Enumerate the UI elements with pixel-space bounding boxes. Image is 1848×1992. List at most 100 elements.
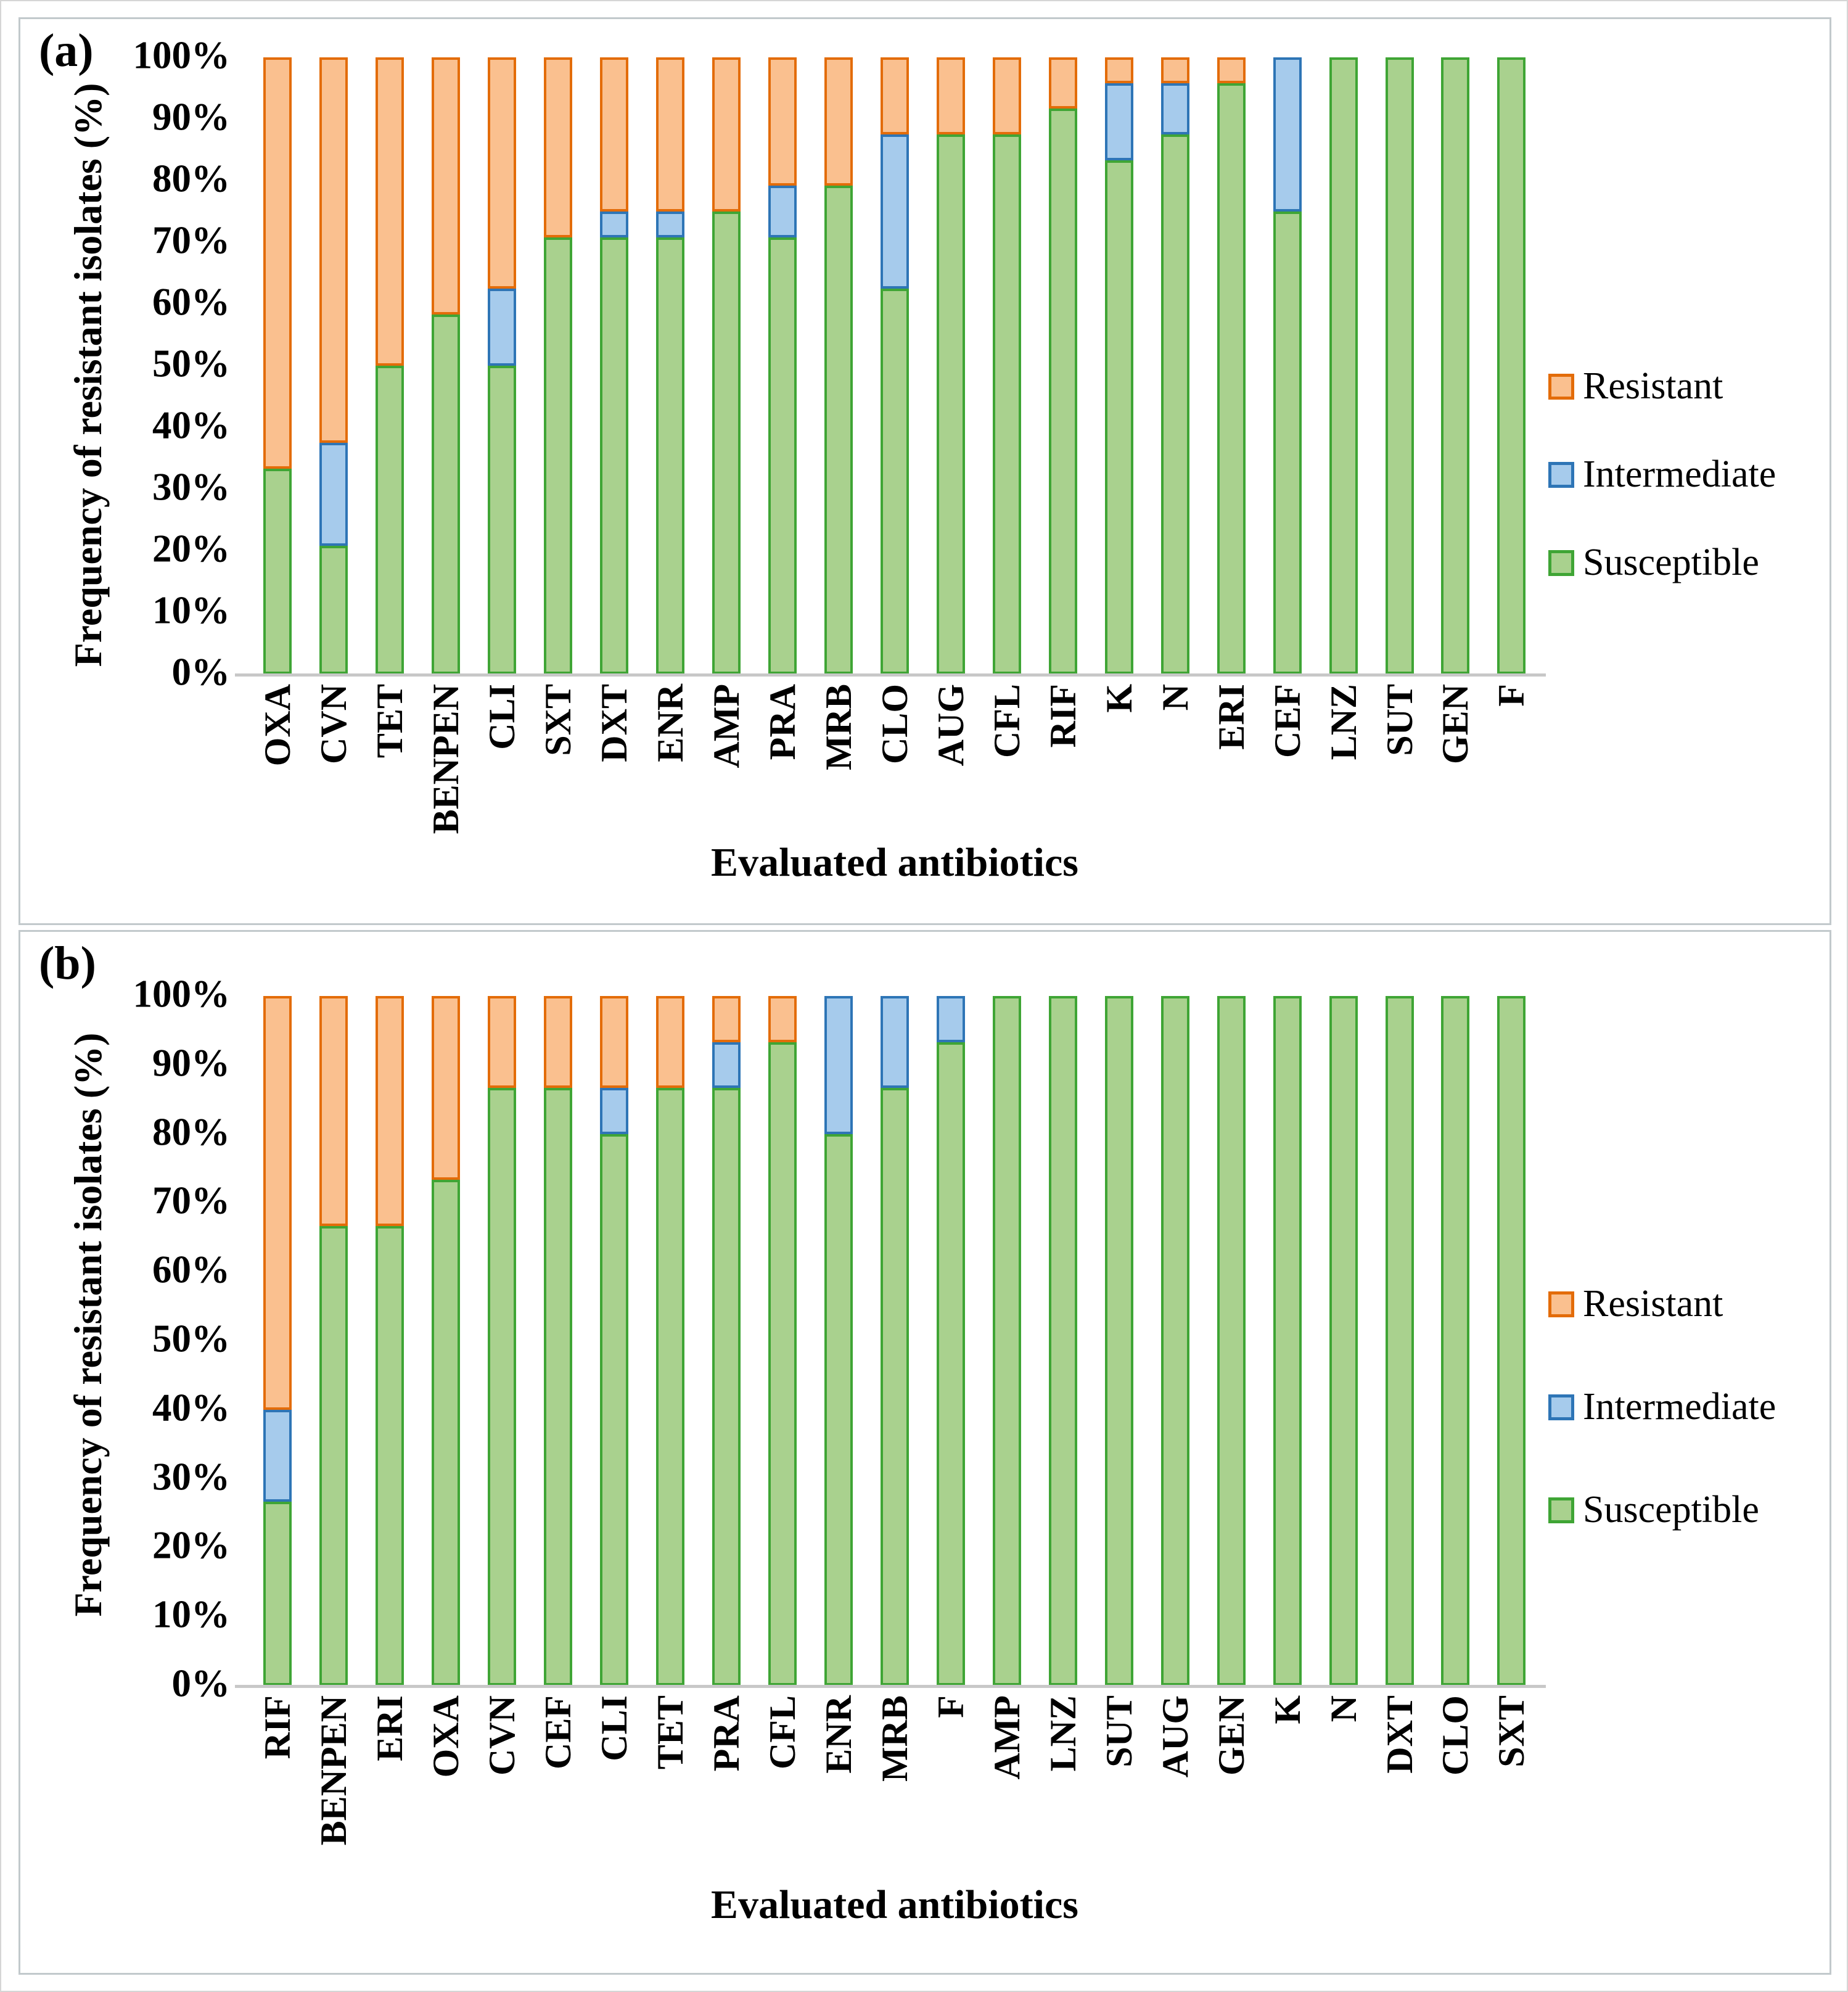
panel-a-x-axis-title: Evaluated antibiotics (711, 840, 1078, 885)
x-tick-label-pra: PRA (706, 1695, 747, 1772)
bar-aug (936, 57, 965, 674)
bar-slot-cvn (306, 57, 362, 674)
segment-susceptible (1273, 212, 1302, 674)
x-tick-label-clo: CLO (874, 684, 915, 765)
bar-oxa (263, 57, 292, 674)
bar-n (1329, 996, 1358, 1685)
x-tick-label-f: F (930, 1695, 971, 1718)
segment-susceptible (488, 366, 517, 674)
segment-susceptible (1104, 160, 1133, 674)
segment-resistant (488, 996, 517, 1089)
segment-resistant (712, 995, 741, 1042)
segment-susceptible (1441, 996, 1470, 1685)
segment-susceptible (992, 134, 1021, 674)
x-label-slot: ERI (362, 1695, 418, 1899)
x-tick-label-benpen: BENPEN (425, 684, 467, 834)
legend-swatch-susceptible-icon (1548, 1497, 1574, 1523)
y-tick-label: 40% (152, 1386, 230, 1430)
bar-slot-cef (1259, 57, 1315, 674)
legend-swatch-intermediate-icon (1548, 461, 1574, 488)
segment-susceptible (1385, 996, 1414, 1685)
bar-slot-k (1091, 57, 1147, 674)
y-tick-label: 60% (152, 280, 230, 324)
bar-cli (488, 57, 517, 674)
segment-resistant (656, 57, 685, 212)
x-label-slot: K (1259, 1695, 1315, 1899)
segment-susceptible (263, 1501, 292, 1685)
bar-mrb (824, 57, 853, 674)
segment-susceptible (992, 996, 1021, 1685)
bar-cef (1273, 57, 1302, 674)
segment-susceptible (656, 237, 685, 674)
bar-slot-oxa (250, 57, 306, 674)
bar-enr (824, 996, 853, 1685)
x-tick-label-tet: TET (650, 1695, 691, 1770)
x-tick-label-eri: ERI (1210, 684, 1252, 750)
bar-slot-benpen (418, 57, 474, 674)
bar-slot-mrb (811, 57, 867, 674)
bar-slot-aug (1147, 996, 1203, 1685)
x-label-slot: CEF (530, 1695, 586, 1899)
bar-rif (1048, 57, 1077, 674)
x-tick-label-pra: PRA (762, 684, 803, 760)
bar-slot-n (1147, 57, 1203, 674)
bar-lnz (1329, 57, 1358, 674)
segment-intermediate (656, 212, 685, 237)
x-tick-label-sxt: SXT (1491, 1695, 1532, 1768)
segment-susceptible (319, 545, 348, 674)
segment-intermediate (1273, 57, 1302, 212)
x-tick-label-k: K (1267, 1695, 1308, 1724)
segment-susceptible (1273, 996, 1302, 1685)
y-tick-label: 50% (152, 1317, 230, 1360)
segment-resistant (263, 57, 292, 469)
segment-resistant (824, 57, 853, 186)
y-tick-label: 10% (152, 1592, 230, 1636)
bar-sut (1385, 57, 1414, 674)
legend-label: Susceptible (1583, 541, 1759, 583)
x-tick-label-rif: RIF (1042, 684, 1083, 748)
x-tick-label-oxa: OXA (425, 1695, 467, 1778)
legend-item-intermediate: Intermediate (1548, 1385, 1776, 1429)
x-tick-label-cli: CLI (482, 684, 523, 750)
x-tick-label-rif: RIF (257, 1695, 298, 1759)
bar-slot-cfl (755, 996, 811, 1685)
y-tick-label: 0% (171, 1661, 231, 1705)
y-tick-label: 100% (133, 972, 231, 1016)
x-tick-label-lnz: LNZ (1042, 1695, 1083, 1772)
x-tick-label-mrb: MRB (818, 684, 859, 770)
segment-intermediate (319, 443, 348, 546)
panel-a: (a) Frequency of resistant isolates (%) … (18, 17, 1831, 925)
segment-susceptible (712, 1088, 741, 1685)
legend-swatch-susceptible-icon (1548, 549, 1574, 576)
legend-item-susceptible: Susceptible (1548, 541, 1776, 585)
x-label-slot: N (1315, 1695, 1371, 1899)
x-tick-label-gen: GEN (1210, 1695, 1252, 1776)
bar-slot-lnz (1315, 57, 1371, 674)
panel-b-y-ticks: 100% 90% 80% 70% 60% 50% 40% 30% 20% 10% 0% (45, 973, 231, 1705)
x-label-slot: TET (643, 1695, 699, 1899)
x-label-slot: ENR (811, 1695, 867, 1899)
segment-resistant (1048, 57, 1077, 109)
bar-n (1160, 57, 1189, 674)
bar-dxt (600, 57, 629, 674)
x-label-slot: PRA (699, 1695, 755, 1899)
x-label-slot: DXT (1371, 1695, 1427, 1899)
x-tick-label-lnz: LNZ (1323, 684, 1364, 760)
x-tick-label-enr: ENR (818, 1695, 859, 1774)
x-tick-label-amp: AMP (706, 684, 747, 768)
bar-sxt (1497, 996, 1526, 1685)
bar-slot-tet (362, 57, 418, 674)
bar-cfl (768, 996, 797, 1685)
x-tick-label-clo: CLO (1435, 1695, 1476, 1776)
bar-benpen (319, 996, 348, 1685)
segment-intermediate (936, 996, 965, 1042)
segment-susceptible (1329, 996, 1358, 1685)
segment-resistant (768, 996, 797, 1042)
panel-b-plot-area (235, 995, 1546, 1688)
bar-slot-cli (586, 996, 643, 1685)
segment-intermediate (600, 212, 629, 237)
bar-slot-amp (699, 57, 755, 674)
y-tick-label: 90% (152, 1041, 230, 1085)
bar-amp (992, 996, 1021, 1685)
bar-slot-rif (1035, 57, 1091, 674)
